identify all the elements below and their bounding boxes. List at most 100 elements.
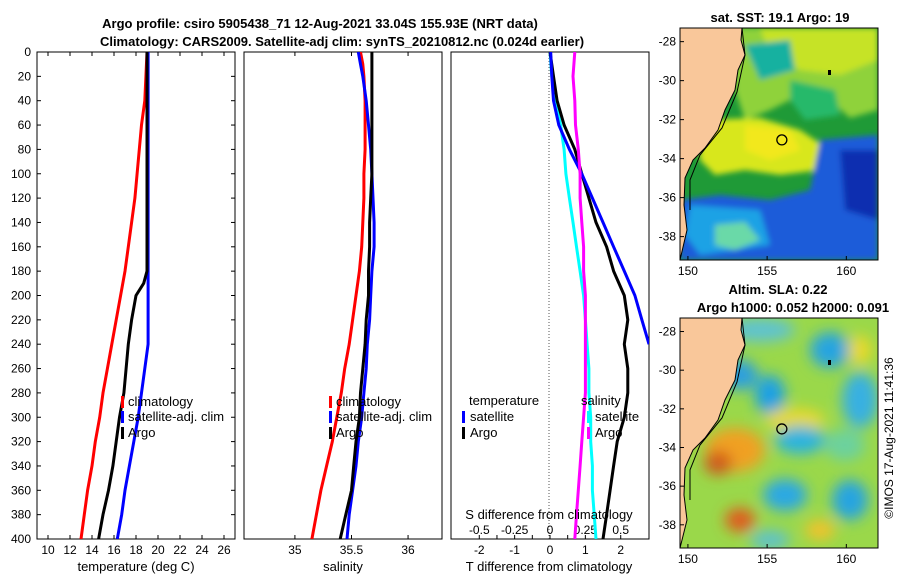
sst-island — [828, 70, 831, 75]
s-tick-label: 0 — [547, 523, 554, 537]
xtick-label: 16 — [107, 543, 121, 557]
salinity-xlabel: salinity — [323, 559, 363, 574]
legend-climatology-swatch — [121, 396, 124, 408]
imos-stamp: ©IMOS 17-Aug-2021 11:41:36 — [882, 357, 896, 519]
xtick-label: 14 — [85, 543, 99, 557]
legend-s-satellite-swatch — [587, 411, 590, 423]
xtick-label: 24 — [195, 543, 209, 557]
ytick-label: 0 — [24, 45, 31, 59]
sla-land — [680, 318, 746, 548]
figure-title-line1: Argo profile: csiro 5905438_71 12-Aug-20… — [102, 16, 538, 31]
xtick-label: -1 — [509, 543, 520, 557]
series-line-s-satellite — [549, 52, 649, 345]
map-ytick-label: -32 — [659, 113, 677, 127]
salinity-axes-box — [243, 51, 443, 540]
sla-map-title-line2: Argo h1000: 0.052 h2000: 0.091 — [697, 300, 889, 315]
ytick-label: 400 — [11, 532, 31, 546]
map-ytick-label: -38 — [659, 230, 677, 244]
ytick-label: 220 — [11, 313, 31, 327]
legend-climatology-swatch — [329, 396, 332, 408]
legend-climatology-label: climatology — [336, 394, 402, 409]
temperature-xlabel: temperature (deg C) — [77, 559, 194, 574]
xtick-label: 10 — [41, 543, 55, 557]
sst-map: 150 155 160 -28 -30 -32 -34 -36 -38 — [659, 27, 879, 278]
series-line-s-argo — [571, 52, 587, 539]
map-ytick-label: -28 — [659, 325, 677, 339]
xtick-label: 26 — [217, 543, 231, 557]
ytick-label: 180 — [11, 264, 31, 278]
figure-title-line2: Climatology: CARS2009. Satellite-adj cli… — [100, 34, 584, 49]
salinity-panel: 35 35.5 36 salinity climatology satellite-… — [243, 51, 443, 574]
salinity-xticks: 35 35.5 36 — [288, 52, 415, 557]
sst-argo-marker — [776, 134, 788, 146]
temperature-panel: 0204060801001201401601802002202402602803… — [11, 45, 649, 574]
ytick-label: 340 — [11, 459, 31, 473]
ytick-label: 200 — [11, 289, 31, 303]
s-tick-label: -0.5 — [469, 523, 490, 537]
map-xtick-label: 150 — [678, 264, 698, 278]
map-ytick-label: -34 — [659, 152, 677, 166]
legend-s-argo-label: Argo — [595, 425, 622, 440]
sla-coast-contour — [689, 318, 746, 500]
map-ytick-label: -34 — [659, 440, 677, 454]
legend-satellite-swatch — [329, 411, 332, 423]
legend-argo-swatch — [329, 427, 332, 439]
map-ytick-label: -36 — [659, 479, 677, 493]
ytick-label: 120 — [11, 191, 31, 205]
sla-map: 150 155 160 -28 -30 -32 -34 -36 -38 — [659, 317, 879, 566]
series-line-argo — [338, 52, 374, 539]
ytick-label: 60 — [18, 118, 32, 132]
sla-island — [828, 360, 831, 365]
legend-t-argo-swatch — [462, 427, 465, 439]
sla-map-frame — [679, 317, 879, 549]
sst-map-title: sat. SST: 19.1 Argo: 19 — [711, 10, 850, 25]
temperature-series — [79, 52, 150, 539]
sst-land — [680, 28, 746, 260]
ytick-label: 280 — [11, 386, 31, 400]
s-tick-label: 0.25 — [574, 523, 598, 537]
difference-s-ticks: -0.5 -0.25 0 0.25 0.5 — [469, 523, 629, 537]
legend-argo-label: Argo — [128, 425, 155, 440]
sla-map-title-line1: Altim. SLA: 0.22 — [729, 282, 828, 297]
series-line-satellite-adj-clim — [345, 52, 376, 539]
sla-map-ticks: 150 155 160 -28 -30 -32 -34 -36 -38 — [659, 325, 857, 566]
ytick-label: 100 — [11, 167, 31, 181]
ytick-label: 40 — [18, 94, 32, 108]
map-ytick-label: -28 — [659, 35, 677, 49]
xtick-label: 18 — [129, 543, 143, 557]
map-ytick-label: -38 — [659, 518, 677, 532]
difference-legend: temperature satellite Argo salinity sate… — [462, 393, 639, 440]
legend-s-argo-swatch — [587, 427, 590, 439]
xtick-label: -2 — [474, 543, 485, 557]
temperature-legend: climatology satellite-adj. clim Argo — [121, 394, 224, 440]
series-line-climatology — [310, 52, 367, 539]
ytick-label: 320 — [11, 435, 31, 449]
salinity-series — [310, 52, 376, 539]
ytick-label: 240 — [11, 337, 31, 351]
difference-panel: -2 -1 0 1 2 -0.5 -0.25 0 0.25 0.5 S difference f… — [450, 51, 650, 574]
t-difference-label: T difference from climatology — [466, 559, 633, 574]
ytick-label: 260 — [11, 362, 31, 376]
legend-argo-label: Argo — [336, 425, 363, 440]
legend-s-satellite-label: satellite — [595, 409, 639, 424]
s-difference-label: S difference from climatology — [465, 507, 633, 522]
ytick-label: 160 — [11, 240, 31, 254]
difference-axes-box — [450, 51, 650, 540]
xtick-label: 12 — [63, 543, 77, 557]
map-ytick-label: -32 — [659, 402, 677, 416]
map-xtick-label: 155 — [757, 552, 777, 566]
xtick-label: 22 — [173, 543, 187, 557]
sla-argo-marker — [776, 423, 788, 435]
map-ytick-label: -30 — [659, 74, 677, 88]
xtick-label: 20 — [151, 543, 165, 557]
ytick-label: 140 — [11, 215, 31, 229]
xtick-label: 0 — [547, 543, 554, 557]
sst-map-frame — [679, 27, 879, 261]
ytick-label: 20 — [18, 69, 32, 83]
map-xtick-label: 150 — [678, 552, 698, 566]
sst-coast-contour — [689, 28, 746, 210]
ytick-label: 380 — [11, 508, 31, 522]
difference-series — [548, 52, 649, 539]
legend-t-satellite-swatch — [462, 411, 465, 423]
